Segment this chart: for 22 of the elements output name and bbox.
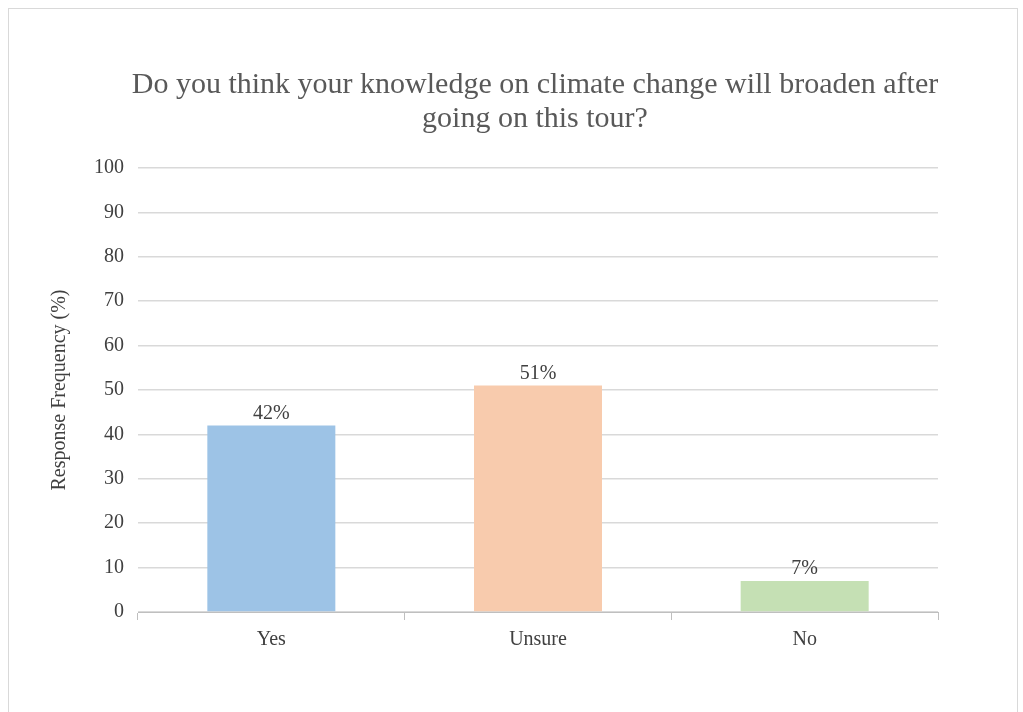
data-label: 7% bbox=[791, 556, 818, 579]
y-tick-label: 10 bbox=[104, 554, 124, 577]
y-tick-label: 0 bbox=[114, 599, 124, 622]
y-tick-label: 20 bbox=[104, 510, 124, 533]
chart-title: Do you think your knowledge on climate change will broaden after going on this tour? bbox=[130, 66, 940, 134]
bar bbox=[740, 580, 869, 612]
y-tick-label: 100 bbox=[94, 155, 124, 178]
bar bbox=[474, 385, 602, 612]
y-tick-label: 50 bbox=[104, 377, 124, 400]
y-tick-label: 60 bbox=[104, 332, 124, 355]
x-tick-label: Yes bbox=[256, 627, 287, 650]
y-tick-label: 90 bbox=[104, 199, 124, 222]
bar bbox=[207, 425, 336, 612]
y-axis-title: Response Frequency (%) bbox=[47, 289, 71, 491]
data-label: 42% bbox=[253, 400, 290, 423]
y-tick-label: 30 bbox=[104, 466, 124, 489]
y-tick-label: 80 bbox=[104, 244, 124, 267]
x-tick-label: No bbox=[792, 627, 817, 650]
x-tick-label: Unsure bbox=[509, 627, 567, 650]
y-tick-label: 70 bbox=[104, 288, 124, 311]
data-label: 51% bbox=[519, 360, 557, 383]
y-tick-label: 40 bbox=[104, 421, 124, 444]
